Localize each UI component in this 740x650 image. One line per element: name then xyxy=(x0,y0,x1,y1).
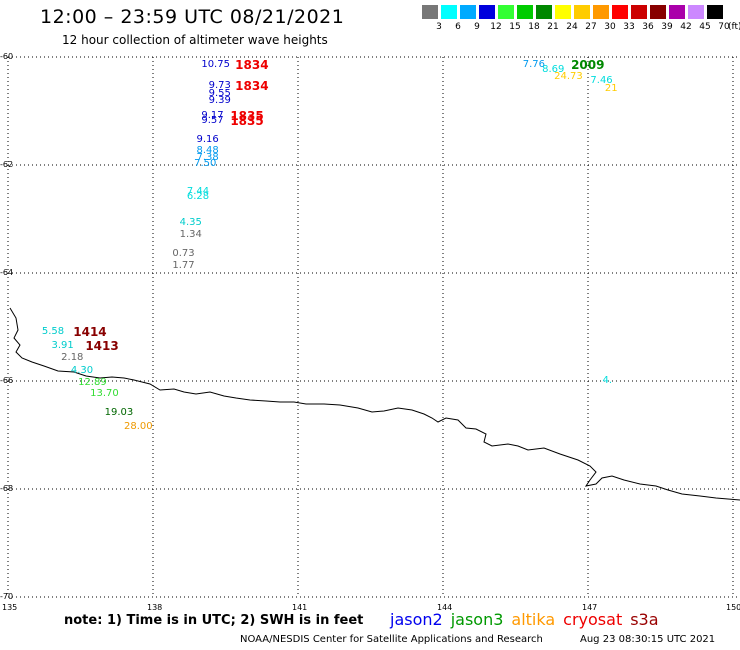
wave-height-label: 6.28 xyxy=(186,191,210,202)
pass-time-label: 1835 xyxy=(230,109,264,123)
wave-height-label: 7.38 xyxy=(196,152,219,164)
longitude-tick-label: 147 xyxy=(582,603,598,612)
legend-label: 42 xyxy=(680,22,692,32)
wave-height-label: 4.35 xyxy=(179,216,202,228)
legend-label: 21 xyxy=(547,22,559,32)
wave-height-label: 7.46 xyxy=(590,74,613,86)
wave-height-label: 13.70 xyxy=(90,388,119,400)
wave-height-label: 12.89 xyxy=(78,377,107,389)
legend-swatch xyxy=(574,5,590,19)
wave-height-label: 2.18 xyxy=(61,351,84,363)
legend-label: 27 xyxy=(585,22,597,32)
legend-label: 45 xyxy=(699,22,711,32)
legend-swatch xyxy=(536,5,552,19)
longitude-tick-label: 138 xyxy=(147,603,163,612)
wave-height-label: 9.73 xyxy=(208,80,231,92)
legend-swatch xyxy=(555,5,571,19)
latitude-tick-label: -64 xyxy=(0,268,14,277)
satellite-legend: jason2 jason3 altika cryosat s3a xyxy=(390,610,667,629)
legend-swatch xyxy=(650,5,666,19)
legend-label: 6 xyxy=(455,22,461,32)
wave-height-label: 1.77 xyxy=(172,260,195,272)
legend-label: 12 xyxy=(490,22,502,32)
satellite-name: cryosat xyxy=(563,610,623,629)
legend-unit: (ft) xyxy=(728,22,740,32)
map-note: note: 1) Time is in UTC; 2) SWH is in fe… xyxy=(64,613,364,628)
pass-time-label: 1834 xyxy=(235,57,269,72)
latitude-tick-label: -66 xyxy=(0,376,14,385)
wave-height-label: 21 xyxy=(604,83,618,94)
map-subtitle: 12 hour collection of altimeter wave hei… xyxy=(62,33,328,47)
legend-label: 15 xyxy=(509,22,521,32)
legend-swatch xyxy=(441,5,457,19)
legend-label: 18 xyxy=(528,22,540,32)
legend-label: 33 xyxy=(623,22,635,32)
longitude-tick-label: 141 xyxy=(292,603,308,612)
wave-height-label: 9.39 xyxy=(208,94,231,106)
legend-swatch xyxy=(517,5,533,19)
legend-swatch xyxy=(460,5,476,19)
longitude-tick-label: 135 xyxy=(2,603,18,612)
wave-height-label: 4. xyxy=(602,374,613,386)
legend-swatch xyxy=(688,5,704,19)
legend-swatch xyxy=(479,5,495,19)
wave-height-label: 9.16 xyxy=(196,134,219,146)
wave-height-label: 10.75 xyxy=(201,58,230,70)
map-title: 12:00 – 23:59 UTC 08/21/2021 xyxy=(40,6,345,28)
wave-height-label: 28.00 xyxy=(124,420,153,432)
wave-height-label: 7.50 xyxy=(194,157,217,169)
satellite-name: s3a xyxy=(630,610,659,629)
pass-time-label: 1413 xyxy=(85,338,119,353)
legend-label: 30 xyxy=(604,22,616,32)
wave-height-label: 7.76 xyxy=(522,58,546,70)
wave-height-label: 4.30 xyxy=(70,364,94,376)
latitude-tick-label: -60 xyxy=(0,52,14,61)
legend-label: 9 xyxy=(474,22,480,32)
pass-time-label: 1835 xyxy=(230,114,264,129)
wave-height-label: 0.73 xyxy=(172,247,195,259)
wave-height-label: 7.44 xyxy=(186,185,210,197)
legend-swatch xyxy=(422,5,438,19)
pass-time-label: 2009 xyxy=(571,57,605,72)
wave-height-label: 9.57 xyxy=(201,115,224,127)
latitude-tick-label: -62 xyxy=(0,160,14,169)
satellite-name: jason2 xyxy=(390,610,443,629)
satellite-name: altika xyxy=(511,610,556,629)
legend-label: 3 xyxy=(436,22,442,32)
legend-swatch xyxy=(612,5,628,19)
wave-height-label: 3.91 xyxy=(51,339,74,351)
credit-line: NOAA/NESDIS Center for Satellite Applica… xyxy=(240,634,543,645)
satellite-name: jason3 xyxy=(450,610,504,629)
wave-height-label: 8.69 xyxy=(542,64,565,76)
wave-height-label: 9.17 xyxy=(201,110,224,121)
legend-label: 36 xyxy=(642,22,654,32)
longitude-tick-label: 144 xyxy=(437,603,453,612)
legend-swatch xyxy=(631,5,647,19)
wave-height-label: 19.03 xyxy=(104,407,134,418)
legend-swatch xyxy=(593,5,609,19)
pass-time-label: 1414 xyxy=(73,325,107,339)
graticule xyxy=(7,56,738,598)
pass-time-label: 1834 xyxy=(235,79,269,94)
wave-height-label: 8.48 xyxy=(196,145,219,157)
legend-label: 70 xyxy=(718,22,730,32)
legend-swatch xyxy=(669,5,685,19)
wave-height-label: 9.55 xyxy=(208,88,231,100)
wave-height-label: 5.58 xyxy=(41,326,65,337)
generation-timestamp: Aug 23 08:30:15 UTC 2021 xyxy=(580,634,716,645)
wave-height-label: 1.34 xyxy=(179,228,202,240)
legend-label: 39 xyxy=(661,22,673,32)
wave-height-label: 24.73 xyxy=(554,71,583,83)
legend-swatch xyxy=(707,5,723,19)
longitude-tick-label: 150 xyxy=(726,603,740,612)
antarctic-coastline xyxy=(9,307,740,501)
legend-label: 24 xyxy=(566,22,578,32)
latitude-tick-label: -70 xyxy=(0,592,14,601)
legend-swatch xyxy=(498,5,514,19)
latitude-tick-label: -68 xyxy=(0,484,14,493)
